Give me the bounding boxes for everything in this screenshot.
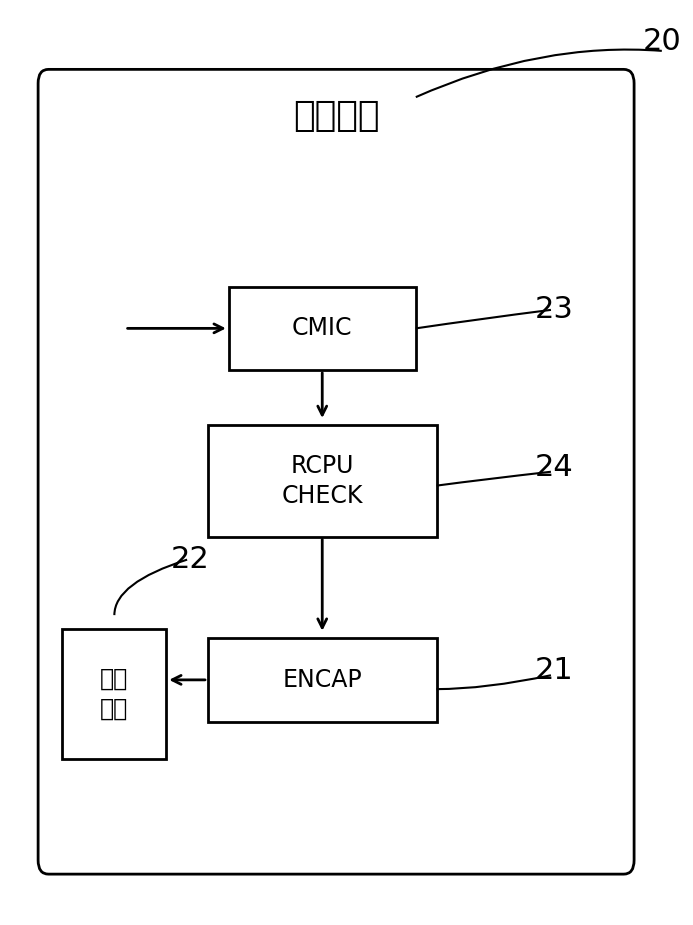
Text: 23: 23 xyxy=(535,295,574,325)
Bar xyxy=(208,638,437,722)
Text: RCPU
CHECK: RCPU CHECK xyxy=(281,454,363,508)
Bar xyxy=(229,287,416,370)
Text: CMIC: CMIC xyxy=(292,316,353,340)
Text: 21: 21 xyxy=(535,656,574,685)
Text: 24: 24 xyxy=(535,452,574,482)
FancyBboxPatch shape xyxy=(38,69,634,874)
Bar xyxy=(62,629,166,758)
Bar xyxy=(208,426,437,536)
Text: 堆叠
端口: 堆叠 端口 xyxy=(100,667,128,721)
Text: 20: 20 xyxy=(642,27,681,56)
Text: ENCAP: ENCAP xyxy=(283,668,362,692)
Text: 22: 22 xyxy=(171,545,210,574)
Text: 交换芯片: 交换芯片 xyxy=(293,99,379,132)
